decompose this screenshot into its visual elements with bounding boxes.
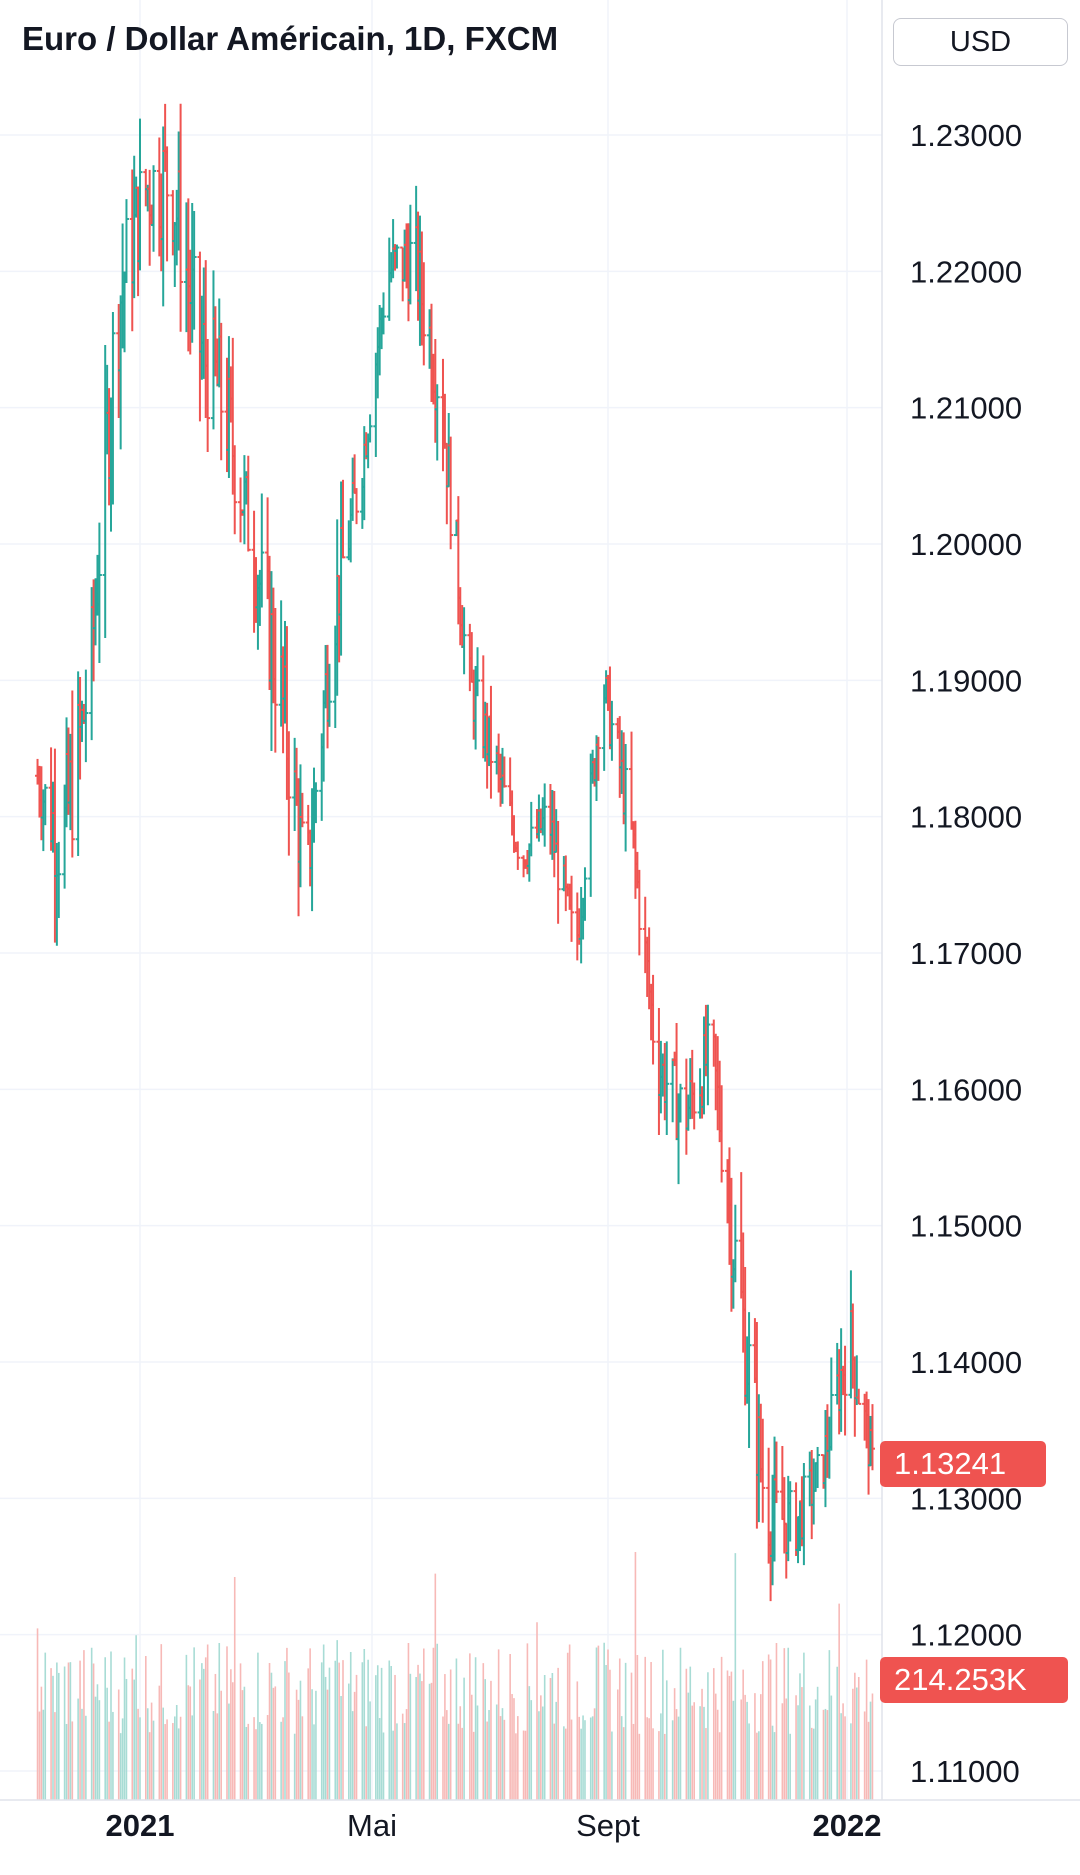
ohlc-bar	[232, 445, 238, 535]
ohlc-bar	[801, 1462, 807, 1566]
ohlc-bar	[461, 607, 467, 675]
price-axis-tick-label: 1.13000	[910, 1481, 1022, 1516]
ohlc-bar	[272, 608, 278, 753]
ohlc-bar	[394, 244, 400, 269]
ohlc-bar	[381, 292, 387, 335]
ohlc-bar	[815, 1446, 821, 1489]
ohlc-bar	[42, 784, 48, 826]
currency-button[interactable]: USD	[893, 18, 1068, 66]
time-axis-tick-label: 2022	[813, 1808, 882, 1843]
price-axis-tick-label: 1.21000	[910, 391, 1022, 426]
ohlc-bar	[340, 479, 346, 559]
time-axis-tick-label: Sept	[576, 1808, 640, 1843]
ohlc-bar	[569, 875, 575, 942]
time-axis-tick-label: 2021	[106, 1808, 175, 1843]
price-axis-labels: 1.23000 1.22000 1.21000 1.20000 1.19000 1.180…	[910, 118, 1022, 1789]
time-axis-tick-label: Mai	[347, 1808, 397, 1843]
ohlc-bar	[218, 322, 224, 461]
ohlc-bar	[83, 669, 89, 763]
ohlc-bar	[609, 700, 615, 761]
ohlc-bar	[542, 783, 548, 847]
last-price-badge: 1.13241	[880, 1441, 1046, 1487]
ohlc-bar	[137, 118, 143, 271]
price-axis-tick-label: 1.22000	[910, 254, 1022, 289]
price-axis-tick-label: 1.14000	[910, 1345, 1022, 1380]
ohlc-bar	[595, 736, 601, 781]
ohlc-bar	[299, 792, 305, 828]
ohlc-bar	[259, 493, 265, 608]
ohlc-bar	[488, 685, 494, 799]
ohlc-bar	[123, 199, 129, 283]
price-axis-tick-label: 1.12000	[910, 1618, 1022, 1653]
ohlc-bar	[760, 1418, 766, 1523]
ohlc-bar	[746, 1312, 752, 1449]
ohlc-bar	[164, 146, 170, 262]
price-axis-tick-label: 1.16000	[910, 1072, 1022, 1107]
chart-title: Euro / Dollar Américain, 1D, FXCM	[22, 20, 559, 57]
ohlc-bar	[313, 782, 319, 824]
ohlc-bar	[623, 744, 629, 852]
ohlc-bar	[528, 801, 534, 857]
ohlc-bar	[421, 262, 427, 366]
ohlc-bar	[677, 1083, 683, 1123]
time-axis-labels: 2021 Mai Sept 2022	[106, 1808, 882, 1843]
ohlc-bar	[69, 690, 75, 858]
ohlc-bar	[286, 731, 292, 856]
ohlc-bar	[178, 103, 184, 332]
ohlc-bar	[501, 756, 507, 788]
ohlc-bar	[719, 1085, 725, 1183]
price-axis-tick-label: 1.11000	[910, 1754, 1020, 1789]
ohlc-bar	[151, 165, 157, 252]
ohlc-bar	[842, 1345, 848, 1436]
ohlc-bar	[691, 1082, 697, 1130]
volume-bars	[36, 1552, 874, 1800]
ohlc-bar	[705, 1004, 711, 1106]
ohlc-bar	[407, 204, 413, 305]
ohlc-bar	[773, 1441, 779, 1504]
ohlc-bar	[636, 869, 642, 956]
ohlc-bar	[434, 384, 440, 461]
ohlc-bar	[475, 647, 481, 697]
grid-lines	[0, 0, 882, 1800]
last-volume-badge: 214.253K	[880, 1657, 1068, 1703]
ohlc-bar	[110, 312, 116, 505]
price-axis-tick-label: 1.20000	[910, 527, 1022, 562]
ohlc-bar	[787, 1481, 793, 1542]
ohlc-bar	[56, 841, 62, 919]
ohlc-bar	[515, 841, 521, 870]
ohlc-bar	[664, 1041, 670, 1136]
ohlc-bar	[326, 663, 332, 727]
ohlc-bar	[448, 436, 454, 550]
ohlc-bar	[191, 211, 197, 330]
price-axis-tick-label: 1.23000	[910, 118, 1022, 153]
ohlc-bar	[582, 867, 588, 921]
price-axis-tick-label: 1.15000	[910, 1209, 1022, 1244]
ohlc-bar	[856, 1388, 862, 1405]
ohlc-bar	[245, 455, 251, 552]
price-axis-tick-label: 1.19000	[910, 663, 1022, 698]
price-axis-tick-label: 1.17000	[910, 936, 1022, 971]
ohlc-bar	[367, 414, 373, 443]
ohlc-bars	[35, 103, 875, 1602]
ohlc-bar	[828, 1357, 834, 1451]
ohlc-bar	[205, 338, 211, 452]
ohlc-bar	[732, 1204, 738, 1283]
ohlc-bar	[650, 974, 656, 1065]
ohlc-bar	[869, 1404, 875, 1471]
ohlc-bar	[354, 488, 360, 525]
ohlc-bar	[96, 522, 102, 664]
price-axis-tick-label: 1.18000	[910, 800, 1022, 835]
ohlc-bar	[555, 821, 561, 924]
